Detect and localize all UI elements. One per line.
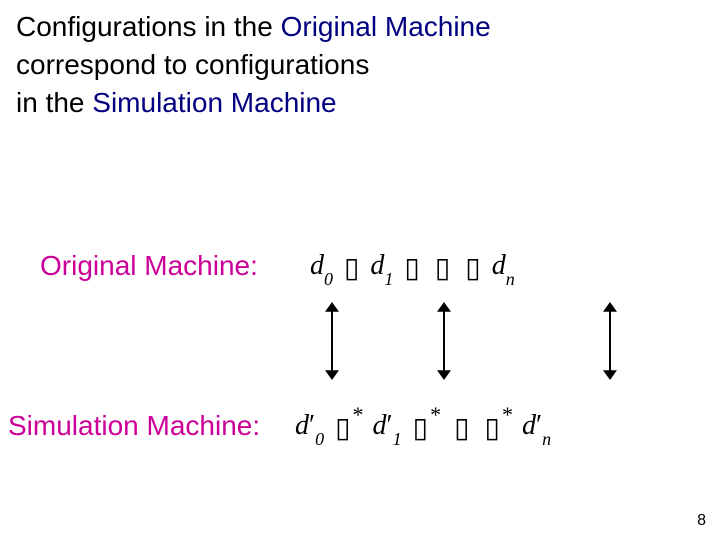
simulation-sequence: d′0 ▯* d′1 ▯* ▯ ▯* d′n (295, 410, 551, 446)
box-icon: ▯ (465, 251, 480, 284)
box-icon: ▯ (335, 411, 350, 444)
box-icon: ▯ (454, 411, 469, 444)
star-icon: * (430, 402, 441, 427)
star-icon: * (353, 402, 364, 427)
box-icon: ▯ (413, 411, 428, 444)
label-original-machine: Original Machine: (40, 250, 258, 282)
original-sequence: d0 ▯ d1 ▯ ▯ ▯ dn (310, 250, 515, 286)
star-icon: * (502, 402, 513, 427)
intro-line3-em: Simulation Machine (92, 87, 336, 118)
intro-line2: correspond to configurations (16, 49, 369, 80)
intro-line1-prefix: Configurations in the (16, 11, 281, 42)
term-d1-prime: d′1 (373, 410, 402, 446)
box-icon: ▯ (485, 411, 500, 444)
label-simulation-machine: Simulation Machine: (8, 410, 260, 442)
intro-line1-em: Original Machine (281, 11, 491, 42)
term-dn: dn (492, 250, 515, 286)
box-icon: ▯ (344, 251, 359, 284)
intro-text: Configurations in the Original Machine c… (16, 8, 491, 121)
term-d0: d0 (310, 250, 333, 286)
intro-line3-prefix: in the (16, 87, 92, 118)
term-d1: d1 (370, 250, 393, 286)
term-dn-prime: d′n (522, 410, 551, 446)
box-icon: ▯ (435, 251, 450, 284)
box-icon: ▯ (404, 251, 419, 284)
page-number: 8 (697, 512, 706, 530)
slide: Configurations in the Original Machine c… (0, 0, 720, 540)
term-d0-prime: d′0 (295, 410, 324, 446)
